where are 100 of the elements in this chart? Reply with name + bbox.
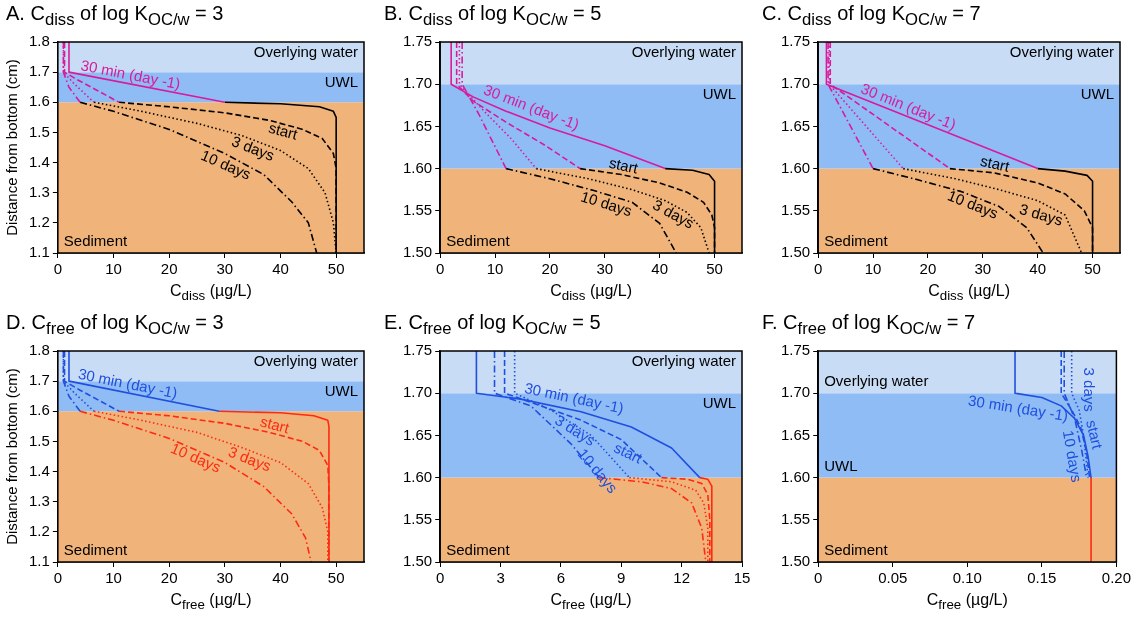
text: 3 days <box>226 442 274 475</box>
x-tick-label: 0 <box>53 569 63 587</box>
text: 30 min (day -1) <box>858 79 959 133</box>
y-tick-label: 1.2 <box>28 213 50 230</box>
x-tick-label: 0.15 <box>1027 569 1057 587</box>
y-tick-label: 1.50 <box>402 552 433 570</box>
x-tick-label: 0 <box>814 569 823 587</box>
x-tick-label: 0 <box>436 569 445 587</box>
y-axis-title: Distance from bottom (cm) <box>3 59 21 236</box>
y-tick-label: 1.8 <box>28 341 50 359</box>
y-tick-label: 1.75 <box>780 341 811 359</box>
band-label: UWL <box>824 456 858 474</box>
x-axis-title: C$_{free}$ (µg/L) <box>550 591 632 613</box>
x-tick-label: 0 <box>53 260 63 278</box>
y-tick-label: 1.75 <box>402 32 433 50</box>
x-tick-label: 0.05 <box>878 569 908 587</box>
band-label: Overlying water <box>253 43 358 61</box>
x-tick-label: 20 <box>160 260 178 278</box>
y-tick-label: 1.55 <box>780 509 811 527</box>
band-label: Sediment <box>446 541 511 559</box>
y-tick-label: 1.65 <box>402 116 433 134</box>
x-tick-label: 15 <box>733 569 751 587</box>
y-tick-label: 1.70 <box>402 383 433 401</box>
x-axis-title: C$_{diss}$ (µg/L) <box>550 282 633 304</box>
y-tick-label: 1.4 <box>28 461 50 479</box>
text: 30 min (day -1) <box>79 56 182 93</box>
chart-title: E. C$_{free}$ of log K$_{OC/w}$ = 5 <box>384 311 601 339</box>
text: start <box>611 438 646 467</box>
y-tick-label: 1.65 <box>402 425 433 443</box>
y-tick-label: 1.6 <box>28 401 50 419</box>
y-tick-label: 1.70 <box>402 74 433 92</box>
x-tick-label: 40 <box>272 260 289 278</box>
y-tick-label: 1.55 <box>780 200 811 218</box>
chart-title: F. C$_{free}$ of log K$_{OC/w}$ = 7 <box>762 311 976 339</box>
band-label: Sediment <box>446 232 511 250</box>
x-tick-label: 50 <box>327 569 345 587</box>
y-tick-label: 1.75 <box>402 341 433 359</box>
text: 30 min (day -1) <box>481 80 582 133</box>
text: 30 min (day -1) <box>967 391 1070 424</box>
y-tick-label: 1.50 <box>402 243 433 261</box>
text: 10 days <box>1059 428 1086 484</box>
x-axis-title: C$_{free}$ (µg/L) <box>926 591 1008 613</box>
x-tick-label: 40 <box>651 260 669 278</box>
text: start <box>1083 418 1107 452</box>
band-label: Sediment <box>63 541 129 559</box>
y-tick-label: 1.65 <box>780 116 811 134</box>
x-axis-title: C$_{diss}$ (µg/L) <box>928 282 1011 304</box>
band-label: UWL <box>702 394 737 412</box>
y-axis-title: Distance from bottom (cm) <box>3 368 21 545</box>
y-tick-label: 1.5 <box>28 431 50 449</box>
band-label: UWL <box>324 73 359 91</box>
y-tick-label: 1.65 <box>780 425 811 443</box>
band-label: UWL <box>1080 85 1115 103</box>
x-tick-label: 9 <box>617 569 626 587</box>
x-tick-label: 10 <box>105 569 122 587</box>
x-axis-title: C$_{free}$ (µg/L) <box>170 591 252 613</box>
x-tick-label: 50 <box>706 260 723 278</box>
x-tick-label: 10 <box>105 260 122 278</box>
x-tick-label: 40 <box>1029 260 1047 278</box>
x-tick-label: 50 <box>327 260 345 278</box>
y-tick-label: 1.2 <box>28 522 50 539</box>
x-tick-label: 30 <box>974 260 992 278</box>
chart-title: A. C$_{diss}$ of log K$_{OC/w}$ = 3 <box>6 2 224 30</box>
y-tick-label: 1.70 <box>780 383 811 401</box>
band-label: Sediment <box>824 232 889 250</box>
y-tick-label: 1.3 <box>28 491 50 509</box>
band-label: Overlying water <box>253 352 358 370</box>
text: 3 days <box>1080 367 1098 412</box>
text: start <box>978 151 1012 176</box>
y-tick-label: 1.55 <box>402 509 433 527</box>
band-label: Overlying water <box>631 43 736 61</box>
x-tick-label: 40 <box>272 569 289 587</box>
text: 10 days <box>945 186 1001 222</box>
y-tick-label: 1.1 <box>28 243 50 261</box>
x-tick-label: 6 <box>556 569 566 587</box>
y-tick-label: 1.60 <box>402 467 433 485</box>
text: start <box>258 412 292 437</box>
x-tick-label: 50 <box>1084 260 1101 278</box>
x-tick-label: 20 <box>919 260 937 278</box>
y-tick-label: 1.5 <box>28 122 50 140</box>
chart-title: C. C$_{diss}$ of log K$_{OC/w}$ = 7 <box>762 2 981 30</box>
x-tick-label: 0 <box>436 260 445 278</box>
y-tick-label: 1.4 <box>28 152 50 170</box>
x-tick-label: 0.20 <box>1101 569 1131 587</box>
y-tick-label: 1.60 <box>402 158 433 176</box>
y-tick-label: 1.60 <box>780 467 811 485</box>
y-tick-label: 1.1 <box>28 552 50 570</box>
x-tick-label: 3 <box>496 569 505 587</box>
x-tick-label: 10 <box>864 260 882 278</box>
band-label: UWL <box>702 85 737 103</box>
y-tick-label: 1.50 <box>780 243 811 261</box>
band-label: UWL <box>324 382 359 400</box>
x-tick-label: 10 <box>486 260 504 278</box>
x-tick-label: 0 <box>814 260 823 278</box>
band-label: Overlying water <box>824 372 929 390</box>
text: 10 days <box>578 187 635 220</box>
text: 3 days <box>1017 200 1065 229</box>
x-tick-label: 12 <box>673 569 690 587</box>
x-tick-label: 30 <box>216 260 234 278</box>
x-tick-label: 20 <box>160 569 178 587</box>
